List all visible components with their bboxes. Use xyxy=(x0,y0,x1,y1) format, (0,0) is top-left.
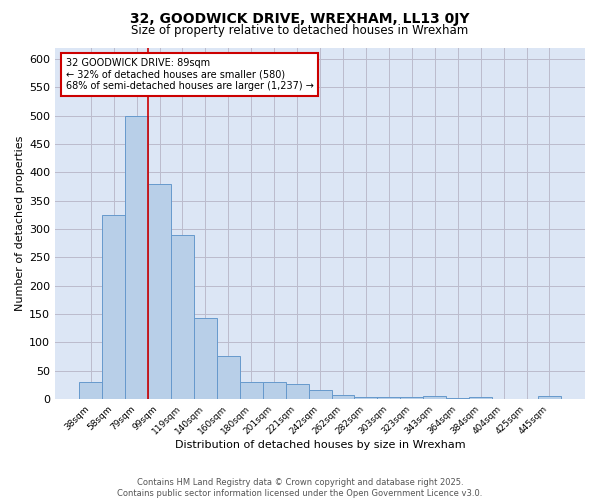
Bar xyxy=(148,184,171,399)
Bar xyxy=(194,318,217,399)
Bar xyxy=(79,382,102,399)
Bar xyxy=(538,396,561,399)
Bar xyxy=(102,214,125,399)
Bar xyxy=(400,397,423,399)
Bar xyxy=(240,382,263,399)
Text: 32, GOODWICK DRIVE, WREXHAM, LL13 0JY: 32, GOODWICK DRIVE, WREXHAM, LL13 0JY xyxy=(130,12,470,26)
Bar xyxy=(308,390,332,399)
Bar xyxy=(332,396,355,399)
Bar xyxy=(446,398,469,399)
Bar xyxy=(469,397,492,399)
Bar xyxy=(171,234,194,399)
Bar xyxy=(377,397,400,399)
Text: 32 GOODWICK DRIVE: 89sqm
← 32% of detached houses are smaller (580)
68% of semi-: 32 GOODWICK DRIVE: 89sqm ← 32% of detach… xyxy=(66,58,314,91)
Bar xyxy=(125,116,148,399)
Text: Size of property relative to detached houses in Wrexham: Size of property relative to detached ho… xyxy=(131,24,469,37)
Bar xyxy=(263,382,286,399)
Bar xyxy=(355,397,377,399)
Y-axis label: Number of detached properties: Number of detached properties xyxy=(15,136,25,311)
Bar xyxy=(286,384,308,399)
Bar xyxy=(217,356,240,399)
Text: Contains HM Land Registry data © Crown copyright and database right 2025.
Contai: Contains HM Land Registry data © Crown c… xyxy=(118,478,482,498)
Bar xyxy=(423,396,446,399)
X-axis label: Distribution of detached houses by size in Wrexham: Distribution of detached houses by size … xyxy=(175,440,466,450)
